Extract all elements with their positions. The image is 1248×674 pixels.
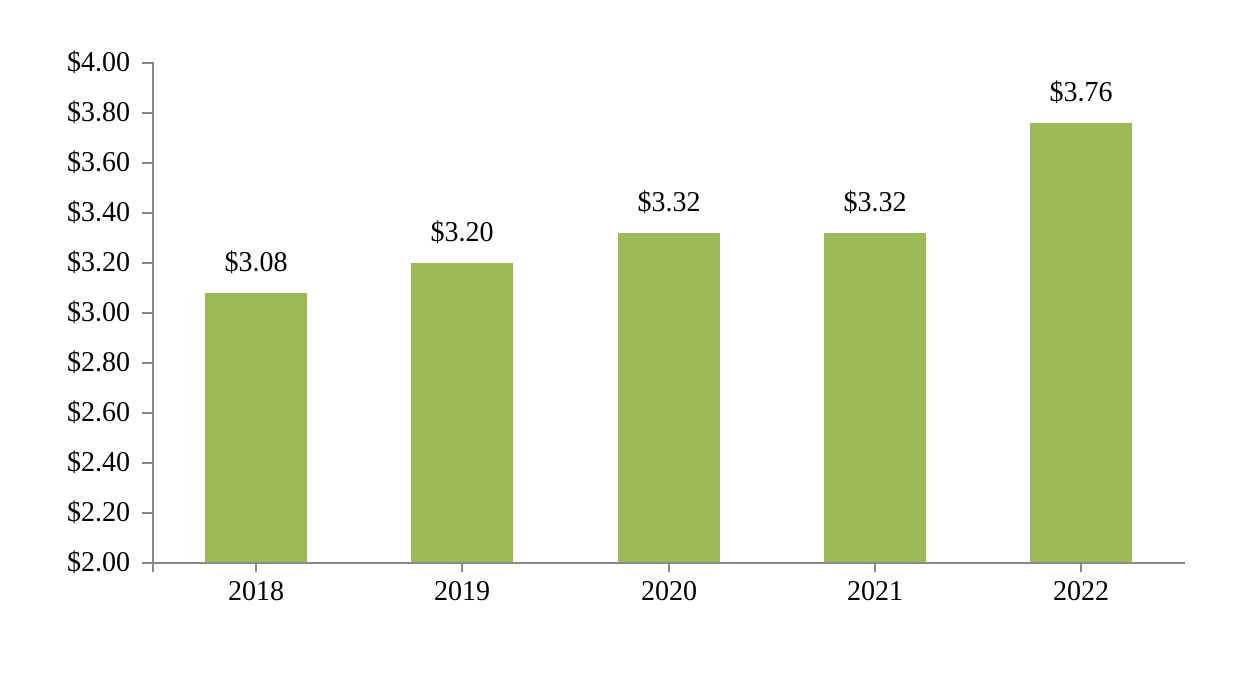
y-axis-tick-mark (142, 362, 152, 364)
y-axis-tick-mark (142, 412, 152, 414)
bar (1030, 123, 1132, 562)
y-axis-line (152, 62, 154, 563)
x-axis-tick-label: 2021 (847, 576, 903, 607)
bar-value-label: $3.32 (637, 187, 701, 218)
y-axis-tick-label: $3.00 (67, 297, 130, 328)
y-axis-tick-label: $3.20 (67, 247, 130, 278)
y-axis-tick-label: $3.60 (67, 147, 130, 178)
x-axis-tick-mark (461, 564, 463, 572)
y-axis-tick-label: $2.60 (67, 397, 130, 428)
y-axis-tick-label: $2.00 (67, 547, 130, 578)
y-axis-tick-mark (142, 62, 152, 64)
x-axis-line (152, 562, 1185, 564)
y-axis-tick-mark (142, 112, 152, 114)
bar-value-label: $3.76 (1049, 77, 1113, 108)
bar (618, 233, 720, 562)
y-axis-tick-label: $4.00 (67, 47, 130, 78)
bar-value-label: $3.08 (224, 247, 288, 278)
x-axis-tick-mark (255, 564, 257, 572)
x-axis-tick-label: 2019 (434, 576, 490, 607)
y-axis-tick-label: $3.80 (67, 97, 130, 128)
y-axis-origin-tick (152, 564, 154, 572)
y-axis-tick-mark (142, 162, 152, 164)
x-axis-tick-label: 2020 (641, 576, 697, 607)
y-axis-tick-label: $2.40 (67, 447, 130, 478)
x-axis-tick-mark (668, 564, 670, 572)
y-axis-tick-mark (142, 462, 152, 464)
bar (205, 293, 307, 562)
x-axis-tick-label: 2018 (228, 576, 284, 607)
y-axis-tick-label: $3.40 (67, 197, 130, 228)
bar (411, 263, 513, 562)
y-axis-tick-label: $2.80 (67, 347, 130, 378)
bar (824, 233, 926, 562)
x-axis-tick-mark (874, 564, 876, 572)
y-axis-tick-mark (142, 212, 152, 214)
y-axis-tick-mark (142, 312, 152, 314)
y-axis-tick-mark (142, 512, 152, 514)
x-axis-tick-mark (1080, 564, 1082, 572)
bar-value-label: $3.32 (843, 187, 907, 218)
y-axis-tick-label: $2.20 (67, 497, 130, 528)
x-axis-tick-label: 2022 (1053, 576, 1109, 607)
y-axis-tick-mark (142, 562, 152, 564)
y-axis-tick-mark (142, 262, 152, 264)
bar-value-label: $3.20 (430, 217, 494, 248)
